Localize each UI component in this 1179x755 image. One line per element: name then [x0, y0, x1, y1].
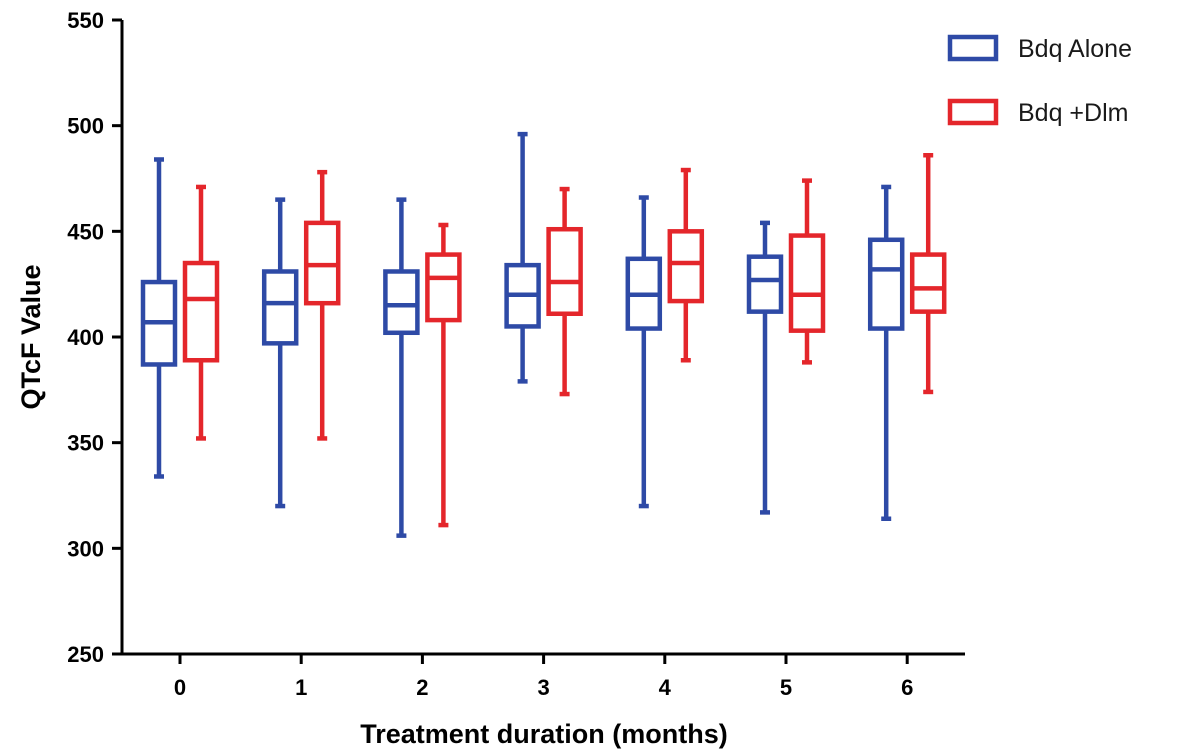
iqr-box — [867, 237, 905, 331]
y-axis-label: QTcF Value — [16, 264, 46, 409]
legend: Bdq Alone Bdq +Dlm — [947, 34, 1132, 127]
y-tick-label: 550 — [67, 8, 104, 33]
y-tick-label: 450 — [67, 219, 104, 244]
legend-label: Bdq Alone — [1018, 35, 1132, 63]
y-tick-label: 300 — [67, 536, 104, 561]
box-bdq-alone-4 — [625, 195, 663, 509]
iqr-box — [182, 260, 220, 363]
box-bdq-alone-3 — [504, 131, 541, 384]
x-tick-label: 3 — [537, 675, 549, 700]
box-bdq-dlm-6 — [909, 153, 947, 395]
y-tick-label: 500 — [67, 114, 104, 139]
box-bdq-alone-1 — [261, 197, 299, 509]
box-bdq-alone-0 — [140, 157, 178, 479]
y-ticks: 250 300 350 400 450 500 550 — [67, 8, 122, 667]
x-tick-label: 0 — [174, 675, 186, 700]
x-tick-label: 1 — [295, 675, 307, 700]
iqr-box — [261, 269, 299, 346]
iqr-box — [788, 233, 826, 333]
iqr-box — [383, 269, 420, 336]
legend-swatch — [947, 98, 999, 126]
iqr-box — [425, 252, 462, 323]
legend-label: Bdq +Dlm — [1018, 99, 1128, 127]
x-tick-label: 4 — [659, 675, 672, 700]
box-bdq-dlm-3 — [546, 186, 583, 397]
iqr-box — [746, 254, 784, 314]
y-tick-label: 400 — [67, 325, 104, 350]
iqr-box — [909, 252, 947, 314]
x-tick-label: 6 — [901, 675, 913, 700]
boxes — [140, 131, 947, 538]
x-axis-label: Treatment duration (months) — [360, 719, 728, 749]
box-bdq-alone-5 — [746, 220, 784, 515]
axes — [120, 20, 965, 656]
box-bdq-dlm-0 — [182, 184, 220, 441]
box-bdq-alone-2 — [383, 197, 420, 538]
box-bdq-dlm-4 — [667, 167, 705, 363]
box-bdq-dlm-5 — [788, 178, 826, 365]
iqr-box — [667, 229, 705, 304]
y-tick-label: 250 — [67, 642, 104, 667]
box-bdq-dlm-2 — [425, 222, 462, 528]
x-ticks: 0 1 2 3 4 5 6 — [174, 654, 913, 700]
box-bdq-alone-6 — [867, 184, 905, 521]
x-tick-label: 5 — [780, 675, 792, 700]
iqr-box — [546, 226, 583, 317]
x-tick-label: 2 — [416, 675, 428, 700]
legend-swatch — [947, 34, 999, 62]
box-bdq-dlm-1 — [303, 169, 341, 441]
y-tick-label: 350 — [67, 431, 104, 456]
